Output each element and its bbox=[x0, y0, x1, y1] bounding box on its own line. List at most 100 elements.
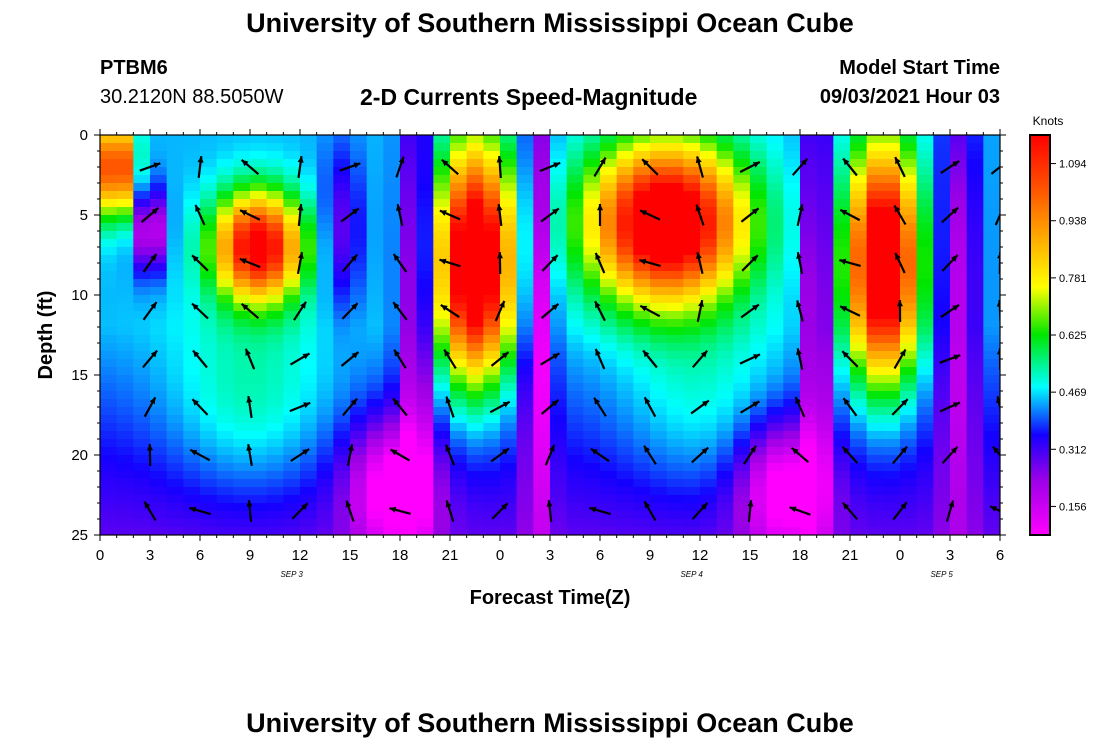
heatmap-cell bbox=[233, 327, 251, 336]
heatmap-cell bbox=[766, 143, 784, 152]
heatmap-cell bbox=[483, 527, 501, 535]
heatmap-cell bbox=[900, 207, 918, 216]
heatmap-cell bbox=[266, 335, 284, 344]
heatmap-cell bbox=[850, 175, 868, 184]
heatmap-cell bbox=[633, 455, 651, 464]
heatmap-cell bbox=[300, 423, 318, 432]
heatmap-cell bbox=[900, 199, 918, 208]
heatmap-cell bbox=[366, 463, 384, 472]
heatmap-cell bbox=[966, 287, 984, 296]
heatmap-cell bbox=[766, 271, 784, 280]
heatmap-cell bbox=[250, 191, 268, 200]
heatmap-cell bbox=[866, 359, 884, 368]
heatmap-cell bbox=[816, 423, 834, 432]
heatmap-cell bbox=[716, 279, 734, 288]
heatmap-cell bbox=[516, 359, 534, 368]
heatmap-cell bbox=[566, 375, 584, 384]
heatmap-cell bbox=[416, 175, 434, 184]
heatmap-cell bbox=[100, 255, 118, 264]
heatmap-cell bbox=[700, 263, 718, 272]
heatmap-cell bbox=[266, 511, 284, 520]
heatmap-cell bbox=[850, 303, 868, 312]
heatmap-cell bbox=[633, 231, 651, 240]
heatmap-cell bbox=[416, 463, 434, 472]
heatmap-cell bbox=[283, 527, 301, 535]
x-tick-label: 18 bbox=[792, 547, 809, 564]
colorbar-tick-label: 0.781 bbox=[1059, 273, 1087, 285]
heatmap-cell bbox=[933, 327, 951, 336]
heatmap-cell bbox=[600, 527, 618, 535]
heatmap-cell bbox=[433, 191, 451, 200]
heatmap-cell bbox=[533, 335, 551, 344]
heatmap-cell bbox=[166, 455, 184, 464]
heatmap-cell bbox=[850, 455, 868, 464]
heatmap-cell bbox=[983, 327, 1000, 336]
heatmap-cell bbox=[700, 367, 718, 376]
heatmap-cell bbox=[283, 239, 301, 248]
heatmap-cell bbox=[966, 343, 984, 352]
heatmap-cell bbox=[433, 375, 451, 384]
current-arrow bbox=[842, 157, 858, 177]
heatmap-cell bbox=[500, 511, 518, 520]
heatmap-cell bbox=[150, 175, 168, 184]
heatmap-cell bbox=[500, 231, 518, 240]
heatmap-cell bbox=[850, 199, 868, 208]
heatmap-cell bbox=[383, 303, 401, 312]
heatmap-cell bbox=[750, 527, 768, 535]
heatmap-cell bbox=[350, 255, 368, 264]
heatmap-cell bbox=[866, 399, 884, 408]
heatmap-cell bbox=[400, 247, 418, 256]
heatmap-cell bbox=[116, 447, 134, 456]
heatmap-cell bbox=[283, 503, 301, 512]
heatmap-cell bbox=[700, 447, 718, 456]
heatmap-cell bbox=[166, 511, 184, 520]
heatmap-cell bbox=[883, 215, 901, 224]
heatmap-cell bbox=[550, 143, 568, 152]
heatmap-cell bbox=[266, 135, 284, 144]
heatmap-cell bbox=[450, 327, 468, 336]
heatmap-cell bbox=[516, 239, 534, 248]
heatmap-cell bbox=[683, 399, 701, 408]
heatmap-cell bbox=[533, 239, 551, 248]
heatmap-cell bbox=[733, 495, 751, 504]
heatmap-cell bbox=[500, 239, 518, 248]
heatmap-cell bbox=[450, 199, 468, 208]
heatmap-cell bbox=[500, 199, 518, 208]
heatmap-cell bbox=[566, 527, 584, 535]
heatmap-cell bbox=[800, 383, 818, 392]
heatmap-cell bbox=[533, 343, 551, 352]
heatmap-cell bbox=[233, 415, 251, 424]
heatmap-cell bbox=[666, 519, 684, 528]
current-arrow bbox=[841, 446, 859, 464]
heatmap-cell bbox=[166, 407, 184, 416]
heatmap-cell bbox=[700, 495, 718, 504]
heatmap-cell bbox=[650, 399, 668, 408]
heatmap-cell bbox=[300, 279, 318, 288]
heatmap-cell bbox=[250, 495, 268, 504]
heatmap-cell bbox=[383, 247, 401, 256]
heatmap-cell bbox=[566, 295, 584, 304]
heatmap-cell bbox=[850, 391, 868, 400]
heatmap-cell bbox=[216, 255, 234, 264]
heatmap-cell bbox=[316, 175, 334, 184]
heatmap-cell bbox=[483, 263, 501, 272]
current-arrow bbox=[690, 399, 710, 415]
heatmap-cell bbox=[983, 223, 1000, 232]
heatmap-cell bbox=[683, 135, 701, 144]
heatmap-cell bbox=[616, 399, 634, 408]
heatmap-cell bbox=[633, 295, 651, 304]
heatmap-cell bbox=[150, 191, 168, 200]
heatmap-cell bbox=[516, 295, 534, 304]
heatmap-cell bbox=[983, 391, 1000, 400]
heatmap-cell bbox=[166, 399, 184, 408]
heatmap-cell bbox=[900, 143, 918, 152]
heatmap-cell bbox=[950, 367, 968, 376]
heatmap-cell bbox=[183, 239, 201, 248]
heatmap-cell bbox=[650, 463, 668, 472]
heatmap-cell bbox=[283, 351, 301, 360]
heatmap-cell bbox=[500, 183, 518, 192]
heatmap-cell bbox=[333, 263, 351, 272]
heatmap-cell bbox=[566, 447, 584, 456]
heatmap-cell bbox=[400, 359, 418, 368]
heatmap-cell bbox=[583, 311, 601, 320]
